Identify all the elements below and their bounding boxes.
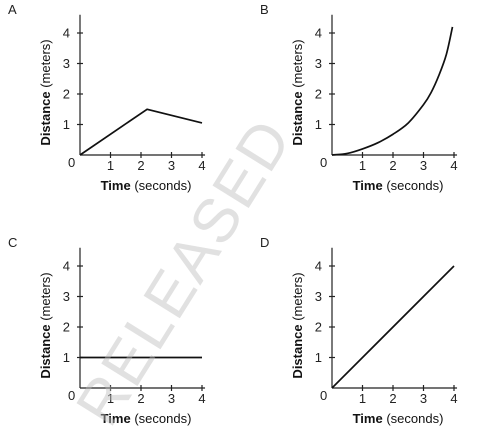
panel-letter-a: A: [8, 2, 17, 17]
x-tick-label-a-3: 3: [168, 158, 175, 173]
x-axis-label-main-d: Time: [353, 411, 383, 426]
x-axis-label-unit-d: (seconds): [383, 411, 444, 426]
y-axis-label-unit-c: (meters): [38, 272, 53, 324]
panel-a: A 0 1 2 3 4 1 2 3 4 Time (seconds) Distance (meters…: [8, 2, 206, 193]
panel-letter-b: B: [260, 2, 269, 17]
y-axis-label-main-a: Distance: [38, 91, 53, 145]
x-tick-label-a-2: 2: [137, 158, 144, 173]
y-axis-label-d: Distance (meters): [290, 272, 305, 378]
y-axis-label-main-d: Distance: [290, 324, 305, 378]
y-tick-label-b-3: 3: [315, 56, 322, 71]
x-axis-label-main-b: Time: [353, 178, 383, 193]
y-axis-label-unit-d: (meters): [290, 272, 305, 324]
x-axis-label-d: Time (seconds): [353, 411, 444, 426]
y-tick-label-d-1: 1: [315, 350, 322, 365]
origin-label-c: 0: [68, 388, 75, 403]
x-tick-label-a-1: 1: [107, 158, 114, 173]
y-axis-label-main-c: Distance: [38, 324, 53, 378]
y-tick-label-a-3: 3: [63, 56, 70, 71]
x-axis-label-unit-b: (seconds): [383, 178, 444, 193]
panel-d: D 0 1 2 3 4 1 2 3 4 Time (seconds) Distance (meters…: [260, 235, 458, 426]
x-axis-label-unit-a: (seconds): [131, 178, 192, 193]
y-tick-label-b-2: 2: [315, 87, 322, 102]
y-tick-label-a-1: 1: [63, 117, 70, 132]
y-tick-label-b-4: 4: [315, 26, 322, 41]
x-tick-label-d-4: 4: [450, 391, 457, 406]
x-tick-label-c-4: 4: [198, 391, 205, 406]
series-line-a: [79, 108, 203, 156]
y-axis-label-unit-b: (meters): [290, 39, 305, 91]
y-axis-label-main-b: Distance: [290, 91, 305, 145]
y-tick-label-c-2: 2: [63, 320, 70, 335]
panel-letter-d: D: [260, 235, 269, 250]
x-tick-label-b-2: 2: [389, 158, 396, 173]
y-tick-label-c-3: 3: [63, 289, 70, 304]
origin-label-b: 0: [320, 155, 327, 170]
panel-letter-c: C: [8, 235, 17, 250]
y-tick-label-c-4: 4: [63, 259, 70, 274]
y-tick-label-d-4: 4: [315, 259, 322, 274]
y-axis-label-unit-a: (meters): [38, 39, 53, 91]
origin-label-a: 0: [68, 155, 75, 170]
panel-c: C 0 1 2 3 4 1 2 3 4 Time (seconds) Distance (meters…: [8, 235, 206, 426]
x-axis-label-a: Time (seconds): [101, 178, 192, 193]
x-tick-label-c-2: 2: [137, 391, 144, 406]
y-tick-label-a-2: 2: [63, 87, 70, 102]
y-tick-label-b-1: 1: [315, 117, 322, 132]
origin-label-d: 0: [320, 388, 327, 403]
panel-b: B 0 1 2 3 4 1 2 3 4 Time (seconds) Distance (meters…: [260, 2, 458, 193]
y-tick-label-c-1: 1: [63, 350, 70, 365]
x-tick-label-d-2: 2: [389, 391, 396, 406]
x-tick-label-d-1: 1: [359, 391, 366, 406]
x-axis-label-c: Time (seconds): [101, 411, 192, 426]
x-axis-label-unit-c: (seconds): [131, 411, 192, 426]
x-axis-label-b: Time (seconds): [353, 178, 444, 193]
x-tick-label-c-1: 1: [107, 391, 114, 406]
x-axis-label-main-a: Time: [101, 178, 131, 193]
y-tick-label-a-4: 4: [63, 26, 70, 41]
x-tick-label-b-3: 3: [420, 158, 427, 173]
x-tick-label-a-4: 4: [198, 158, 205, 173]
y-tick-label-d-3: 3: [315, 289, 322, 304]
series-line-b: [331, 26, 454, 156]
x-tick-label-c-3: 3: [168, 391, 175, 406]
x-tick-label-b-1: 1: [359, 158, 366, 173]
y-axis-label-b: Distance (meters): [290, 39, 305, 145]
x-tick-label-d-3: 3: [420, 391, 427, 406]
x-tick-label-b-4: 4: [450, 158, 457, 173]
y-tick-label-d-2: 2: [315, 320, 322, 335]
series-line-d: [331, 265, 455, 389]
y-axis-label-a: Distance (meters): [38, 39, 53, 145]
x-axis-label-main-c: Time: [101, 411, 131, 426]
y-axis-label-c: Distance (meters): [38, 272, 53, 378]
